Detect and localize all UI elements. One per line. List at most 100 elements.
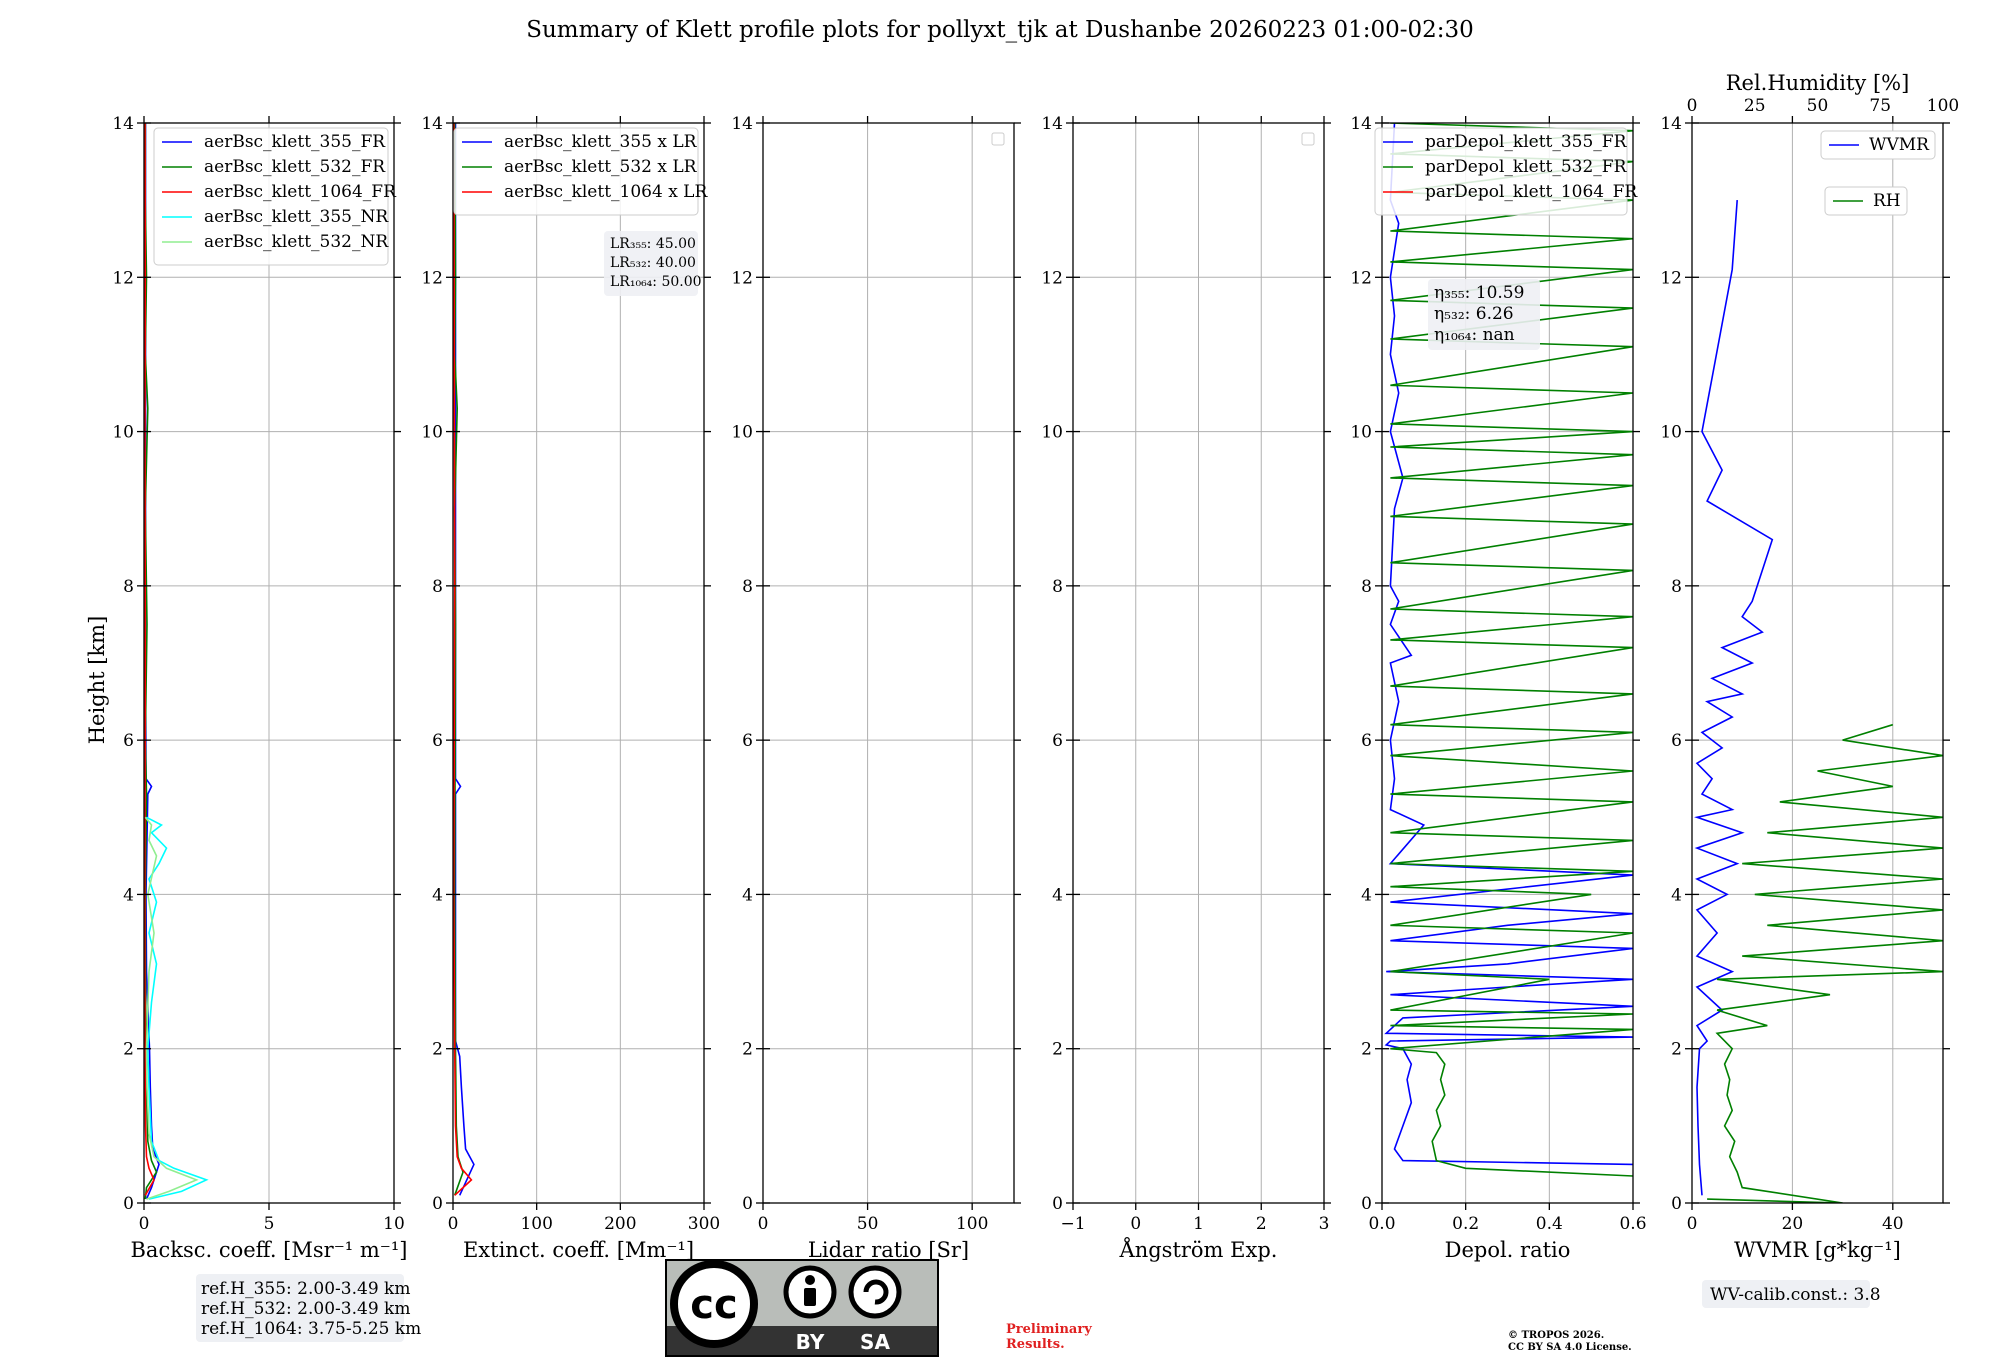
x-tick-label: 5 (264, 1214, 275, 1234)
x-tick-label: 200 (604, 1214, 636, 1234)
x-axis-label: WVMR [g*kg⁻¹] (1734, 1238, 1901, 1262)
legend-label: parDepol_klett_355_FR (1425, 132, 1628, 152)
x-axis-label: Extinct. coeff. [Mm⁻¹] (463, 1238, 694, 1262)
x-tick-label: 1 (1193, 1214, 1204, 1234)
y-tick-label: 6 (123, 731, 134, 751)
x-tick-label: 0 (139, 1214, 150, 1234)
x-tick-label: 10 (383, 1214, 405, 1234)
y-tick-label: 12 (421, 268, 443, 288)
x-tick-label: 0 (1130, 1214, 1141, 1234)
y-tick-label: 12 (1660, 268, 1682, 288)
wv-calib-const: WV-calib.const.: 3.8 (1710, 1285, 1881, 1305)
empty-legend-box (1301, 132, 1315, 146)
x-tick-label: 300 (688, 1214, 720, 1234)
x-tick-label: 100 (956, 1214, 988, 1234)
top-x-tick-label: 25 (1744, 96, 1766, 116)
y-tick-label: 10 (1660, 423, 1682, 443)
y-tick-label: 0 (1361, 1194, 1372, 1214)
y-tick-label: 12 (1041, 268, 1063, 288)
y-tick-label: 0 (1052, 1194, 1063, 1214)
cc-icon (670, 1260, 758, 1348)
y-tick-label: 2 (123, 1040, 134, 1060)
x-tick-label: 0.0 (1368, 1214, 1395, 1234)
ref-height-box-bg (196, 1274, 404, 1342)
panel-depol: 0 2 4 6 8 10 12 14 0.0 0.2 0.4 0.6 Depol. ratio parDe… (1350, 114, 1646, 1262)
y-tick-label: 10 (1041, 423, 1063, 443)
panel-lidar_ratio: 0 2 4 6 8 10 12 14 0 50 100 Lidar ratio [Sr] (731, 114, 1021, 1262)
x-tick-label: 2 (1256, 1214, 1267, 1234)
panel-extinction: 0 2 4 6 8 10 12 14 0 100 200 300 Extinct. coeff. [Mm… (421, 114, 720, 1262)
y-tick-label: 8 (1052, 577, 1063, 597)
y-tick-label: 0 (742, 1194, 753, 1214)
y-tick-label: 0 (123, 1194, 134, 1214)
y-tick-label: 8 (1671, 577, 1682, 597)
ref-height-box: ref.H_355: 2.00-3.49 km ref.H_532: 2.00-… (196, 1274, 421, 1342)
x-tick-label: 40 (1882, 1214, 1904, 1234)
legend-box (1374, 127, 1628, 216)
figure-title: Summary of Klett profile plots for polly… (526, 17, 1474, 43)
y-tick-label: 4 (742, 885, 753, 905)
copyright-line-2: CC BY SA 4.0 License. (1508, 1342, 1632, 1353)
x-tick-label: −1 (1060, 1214, 1085, 1234)
series-line-parDepol_klett_355_FR (1384, 123, 1633, 1166)
top-x-tick-label: 50 (1807, 96, 1829, 116)
y-tick-label: 4 (1361, 885, 1372, 905)
wv-calib-box: WV-calib.const.: 3.8 (1702, 1280, 1881, 1308)
legend-label: aerBsc_klett_532_NR (204, 232, 389, 252)
y-tick-label: 8 (742, 577, 753, 597)
sa-share-icon (848, 1265, 902, 1319)
series-line-aerBsc_klett_355_NR (146, 816, 209, 1200)
legend-label: aerBsc_klett_532_FR (204, 157, 386, 177)
legend-label: aerBsc_klett_1064 x LR (504, 182, 708, 202)
axes-frame (1381, 122, 1634, 1204)
annotation-line: η₃₅₅: 10.59 (1434, 283, 1524, 303)
x-axis-label: Depol. ratio (1445, 1238, 1571, 1262)
x-tick-label: 0 (1687, 1214, 1698, 1234)
by-person-head-icon (805, 1275, 815, 1285)
legend-label: aerBsc_klett_355 x LR (504, 132, 698, 152)
ref-height-532: ref.H_532: 2.00-3.49 km (201, 1299, 410, 1319)
x-tick-label: 0.6 (1619, 1214, 1646, 1234)
y-tick-label: 6 (432, 731, 443, 751)
y-tick-label: 8 (123, 577, 134, 597)
y-tick-label: 8 (1361, 577, 1372, 597)
legend-label: parDepol_klett_532_FR (1425, 157, 1628, 177)
empty-legend-box (991, 132, 1005, 146)
y-tick-label: 4 (123, 885, 134, 905)
y-tick-label: 0 (1671, 1194, 1682, 1214)
series-line-aerBsc_klett_532 x LR (453, 123, 464, 1196)
y-tick-label: 6 (1052, 731, 1063, 751)
x-axis-label: Lidar ratio [Sr] (808, 1238, 969, 1262)
y-tick-label: 6 (1671, 731, 1682, 751)
x-axis-label: Backsc. coeff. [Msr⁻¹ m⁻¹] (131, 1238, 408, 1262)
panel-backscatter: 0 2 4 6 8 10 12 14 0 5 10 Backsc. coeff. [Msr⁻¹ m⁻¹… (112, 114, 407, 1262)
ref-height-1064: ref.H_1064: 3.75-5.25 km (201, 1319, 421, 1339)
top-x-tick-label: 0 (1687, 96, 1698, 116)
x-tick-label: 3 (1319, 1214, 1330, 1234)
series-line-WVMR (1694, 200, 1774, 1196)
y-tick-label: 12 (1350, 268, 1372, 288)
legend-label: parDepol_klett_1064_FR (1425, 182, 1638, 202)
y-tick-label: 4 (1671, 885, 1682, 905)
wv-calib-box-bg (1702, 1280, 1870, 1308)
y-tick-label: 14 (112, 114, 134, 134)
axes-frame (1691, 122, 1944, 1204)
annotation-line: LR₁₀₆₄: 50.00 (610, 274, 702, 290)
preliminary-label-2: Results. (1006, 1337, 1065, 1352)
cc-sa-label: SA (860, 1330, 890, 1354)
series-line-aerBsc_klett_1064 x LR (453, 123, 473, 1196)
annotation-box (604, 231, 698, 296)
legend-box-RH (1824, 186, 1908, 216)
by-person-body-icon (804, 1288, 816, 1306)
y-tick-label: 14 (731, 114, 753, 134)
y-tick-label: 8 (432, 577, 443, 597)
x-tick-label: 100 (520, 1214, 552, 1234)
y-tick-label: 2 (1361, 1040, 1372, 1060)
legend-label: WVMR (1869, 135, 1930, 155)
legend-label: RH (1873, 191, 1901, 211)
y-tick-label: 14 (1350, 114, 1372, 134)
y-tick-label: 4 (432, 885, 443, 905)
